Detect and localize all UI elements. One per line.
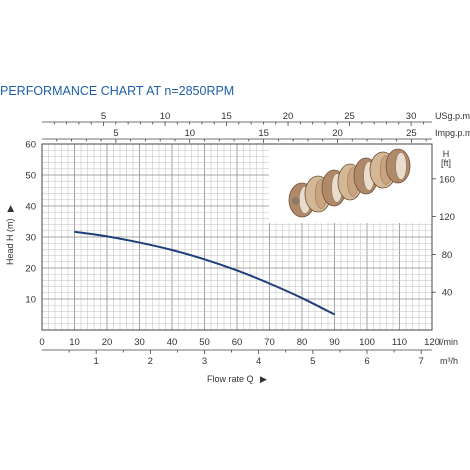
x-tick-label: 0	[39, 337, 44, 348]
usgpm-tick-label: 5	[101, 111, 106, 122]
x-tick-label: 90	[329, 337, 340, 348]
x-tick-label: 30	[134, 337, 145, 348]
ft-tick-label: 80	[442, 250, 453, 261]
usgpm-tick-label: 20	[283, 111, 294, 122]
impgpm-axis: 5 10 15 20 25	[42, 128, 432, 143]
usgpm-tick-label: 30	[406, 111, 417, 122]
y-tick-label: 40	[25, 202, 36, 213]
x-axis-label: Flow rate Q	[207, 374, 254, 384]
impeller-hub	[395, 152, 407, 180]
ft-label-line: [ft]	[441, 158, 451, 168]
ft-label-line: H	[443, 149, 450, 159]
y-tick-label: 30	[25, 233, 36, 244]
y-tick-label: 20	[25, 264, 36, 275]
m3h-tick-label: 1	[94, 356, 99, 367]
x-tick-label: 20	[102, 337, 113, 348]
x-tick-label: 110	[392, 337, 407, 348]
performance-curve	[74, 230, 335, 316]
ft-axis-label: H [ft]	[441, 149, 451, 168]
m3h-tick-label: 7	[419, 356, 424, 367]
ft-tick-label: 120	[439, 212, 455, 223]
y-axis-ticks: 10 20 30 40 50 60	[25, 140, 36, 306]
x-tick-label: 60	[232, 337, 243, 348]
y-tick-label: 10	[25, 295, 36, 306]
usgpm-axis: 5 10 15 20 25 30	[42, 111, 432, 126]
x-tick-label: 120	[424, 337, 440, 348]
ft-tick-label: 160	[439, 174, 455, 185]
x-axis-ticks: 0 10 20 30 40 50 60 70 80 90 100 110 120	[39, 337, 440, 348]
m3h-tick-label: 2	[148, 356, 153, 367]
m3h-tick-label: 6	[364, 356, 369, 367]
x-tick-label: 70	[264, 337, 275, 348]
x-tick-label: 100	[359, 337, 375, 348]
grid	[42, 144, 432, 330]
x-tick-label: 40	[167, 337, 178, 348]
pump-impellers-photo	[269, 144, 432, 223]
lmin-unit-label: l/min	[439, 337, 458, 347]
y-axis-arrow: ▶	[5, 205, 15, 212]
plot-frame	[41, 143, 433, 331]
y-axis-label: Head H (m)	[5, 218, 15, 265]
y-tick-label: 50	[25, 171, 36, 182]
y-tick-label: 60	[25, 140, 36, 151]
impgpm-tick-label: 20	[332, 128, 343, 139]
m3h-unit-label: m³/h	[440, 356, 458, 366]
impgpm-unit-label: Impg.p.m	[435, 128, 470, 138]
shaft-hole	[292, 197, 300, 205]
m3h-axis-ticks: 1 2 3 4 5 6 7	[42, 349, 432, 367]
impgpm-tick-label: 15	[258, 128, 269, 139]
m3h-tick-label: 3	[202, 356, 207, 367]
x-axis-arrow: ▶	[260, 374, 267, 384]
x-tick-label: 50	[199, 337, 210, 348]
impgpm-tick-label: 10	[184, 128, 195, 139]
usgpm-tick-label: 10	[160, 111, 171, 122]
impgpm-tick-label: 25	[406, 128, 417, 139]
usgpm-tick-label: 15	[221, 111, 232, 122]
ft-axis-ticks: 40 80 120 160	[432, 174, 455, 299]
m3h-tick-label: 4	[256, 356, 261, 367]
m3h-tick-label: 5	[310, 356, 315, 367]
x-tick-label: 10	[69, 337, 80, 348]
chart-title: PERFORMANCE CHART AT n=2850RPM	[0, 84, 234, 98]
usgpm-tick-label: 25	[344, 111, 355, 122]
usgpm-unit-label: USg.p.m	[435, 111, 470, 121]
ft-tick-label: 40	[442, 288, 453, 299]
impgpm-tick-label: 5	[113, 128, 118, 139]
x-tick-label: 80	[297, 337, 308, 348]
